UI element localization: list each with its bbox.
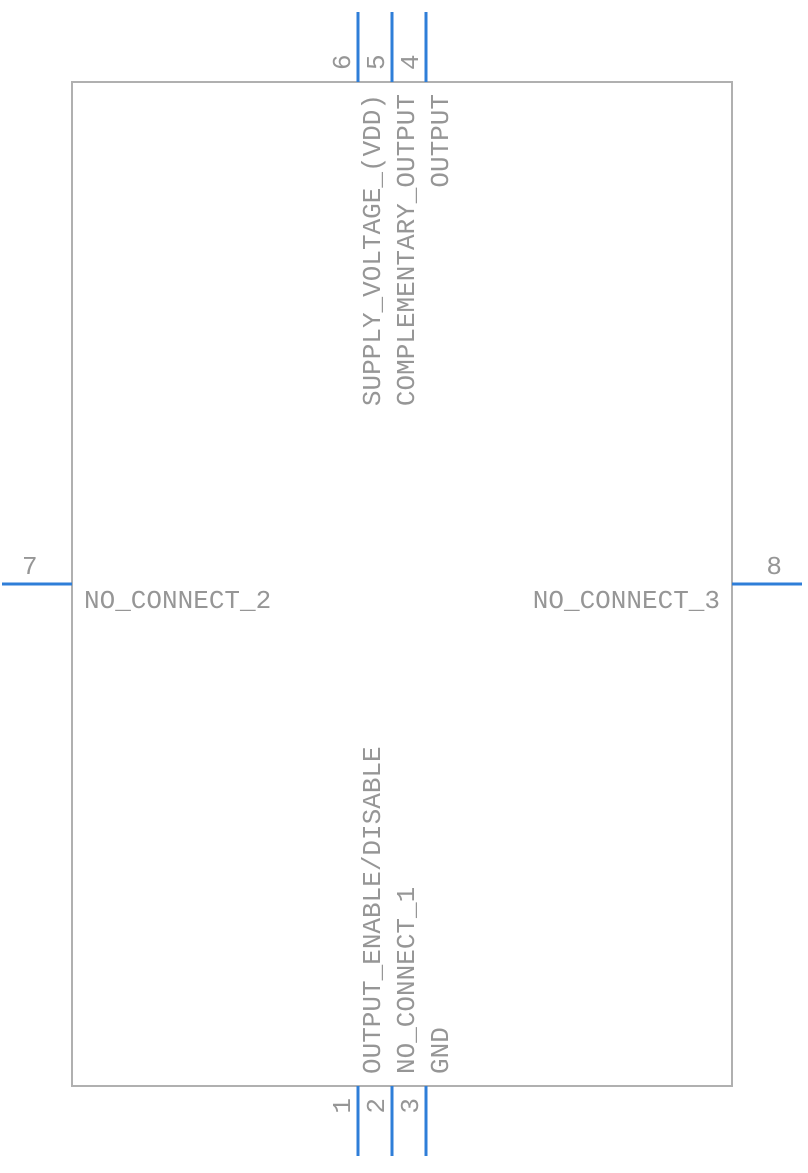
pin-number-7: 7 — [22, 552, 38, 582]
schematic-canvas: 7 NO_CONNECT_2 8 NO_CONNECT_3 6 SUPPLY_VOLTAG… — [0, 0, 808, 1168]
pin-number-4: 4 — [396, 54, 426, 70]
pin-label-5: COMPLEMENTARY_OUTPUT — [392, 94, 422, 406]
pin-label-8: NO_CONNECT_3 — [533, 586, 720, 616]
pin-label-7: NO_CONNECT_2 — [84, 586, 271, 616]
pin-label-2: NO_CONNECT_1 — [392, 887, 422, 1074]
pin-number-2: 2 — [362, 1098, 392, 1114]
pin-number-8: 8 — [766, 552, 782, 582]
pin-number-3: 3 — [396, 1098, 426, 1114]
pin-label-1: OUTPUT_ENABLE/DISABLE — [358, 746, 388, 1074]
pin-label-3: GND — [426, 1027, 456, 1074]
pin-label-6: SUPPLY_VOLTAGE_(VDD) — [358, 94, 388, 406]
pin-label-4: OUTPUT — [426, 94, 456, 188]
pin-number-5: 5 — [362, 54, 392, 70]
pin-number-1: 1 — [328, 1098, 358, 1114]
pin-number-6: 6 — [328, 54, 358, 70]
